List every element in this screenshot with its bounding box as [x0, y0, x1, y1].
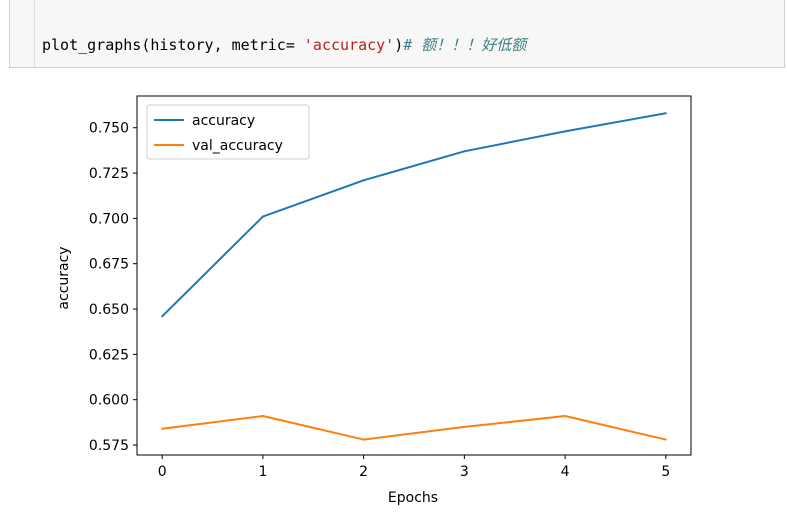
- legend-label: accuracy: [192, 113, 255, 129]
- code-line[interactable]: plot_graphs(history, metric= 'accuracy')…: [42, 34, 526, 56]
- data-point: [261, 215, 264, 218]
- line-chart: 0.575 0.600 0.625 0.650 0.675 0.700 0.725 0.750…: [56, 95, 692, 506]
- code-comment: # 额！！！好低额: [403, 36, 527, 54]
- x-axis-label: Epochs: [388, 490, 438, 506]
- x-tick-label: 3: [460, 464, 469, 480]
- y-tick-label: 0.575: [89, 438, 129, 454]
- y-tick-label: 0.625: [89, 347, 129, 363]
- x-tick-label: 1: [258, 464, 267, 480]
- y-tick-label: 0.700: [89, 211, 129, 227]
- data-point: [463, 425, 466, 428]
- y-tick-label: 0.600: [89, 393, 129, 409]
- x-tick-label: 5: [661, 464, 670, 480]
- data-point: [664, 112, 667, 115]
- x-tick-label: 2: [359, 464, 368, 480]
- y-tick-label: 0.650: [89, 302, 129, 318]
- legend-box: [146, 104, 310, 160]
- y-tick-label: 0.750: [89, 121, 129, 137]
- data-point: [463, 150, 466, 153]
- data-point: [362, 179, 365, 182]
- series-line-val-accuracy: [162, 415, 667, 441]
- y-tick-label: 0.725: [89, 166, 129, 182]
- cell-gutter: [34, 0, 35, 67]
- data-point: [664, 438, 667, 441]
- data-point: [564, 130, 567, 133]
- series-line-accuracy: [161, 112, 666, 318]
- data-point: [564, 415, 567, 418]
- y-axis-label: accuracy: [56, 246, 72, 309]
- data-point: [362, 438, 365, 441]
- x-tick-label: 0: [158, 464, 167, 480]
- plot-frame: [136, 95, 692, 456]
- code-close: ): [394, 36, 404, 54]
- legend-label: val_accuracy: [192, 138, 283, 154]
- y-tick-label: 0.675: [89, 257, 129, 273]
- code-string: 'accuracy': [303, 36, 395, 54]
- code-call: plot_graphs(history, metric=: [42, 36, 304, 54]
- code-cell[interactable]: plot_graphs(history, metric= 'accuracy')…: [9, 0, 785, 68]
- data-point: [161, 315, 164, 318]
- data-point: [261, 415, 264, 418]
- x-tick-label: 4: [561, 464, 570, 480]
- data-point: [161, 427, 164, 430]
